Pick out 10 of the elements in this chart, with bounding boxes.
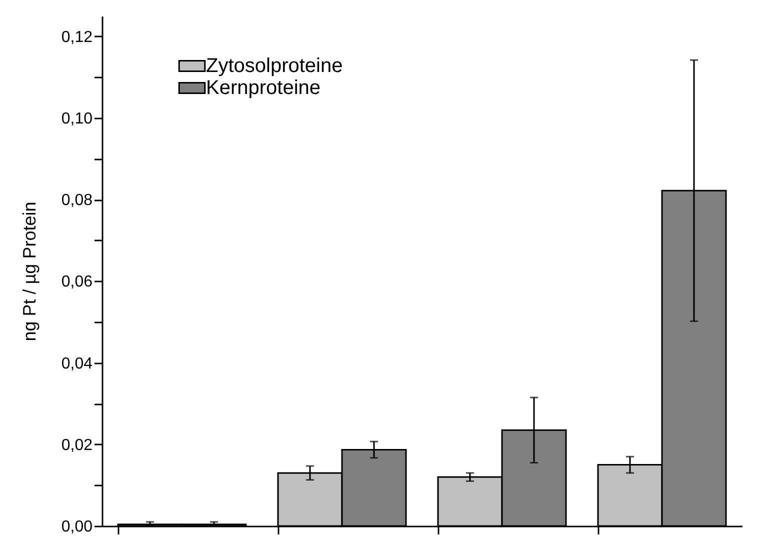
y-tick-label: 0,04 — [61, 355, 93, 372]
y-tick-label: 0,10 — [61, 110, 93, 128]
y-tick-label: 0,06 — [61, 274, 93, 291]
y-tick-label: 0,12 — [61, 28, 93, 46]
legend-label: Kernproteine — [206, 77, 321, 99]
y-tick-label: 0,08 — [61, 192, 93, 210]
legend-label: Zytosolproteine — [206, 55, 343, 77]
y-axis-title: ng Pt / µg Protein — [19, 202, 40, 342]
y-tick-label: 0,02 — [61, 436, 93, 454]
y-tick-label: 0,00 — [61, 518, 93, 536]
